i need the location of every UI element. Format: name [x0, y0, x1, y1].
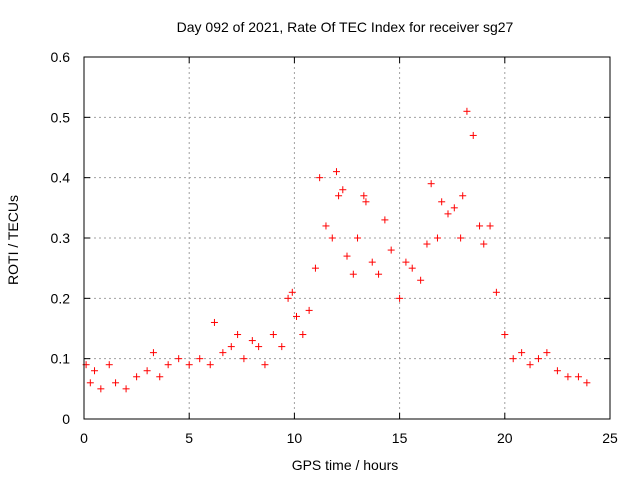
- x-tick-label: 20: [497, 430, 513, 446]
- y-tick-label: 0: [62, 411, 70, 427]
- data-point: [423, 240, 431, 248]
- data-point: [288, 288, 296, 296]
- data-point: [335, 192, 343, 200]
- data-point: [509, 355, 517, 363]
- data-point: [248, 337, 256, 345]
- data-point: [234, 331, 242, 339]
- data-point: [240, 355, 248, 363]
- chart-title: Day 092 of 2021, Rate Of TEC Index for r…: [177, 19, 514, 35]
- data-point: [255, 343, 263, 351]
- x-tick-label: 10: [287, 430, 303, 446]
- y-tick-label: 0.1: [51, 351, 71, 367]
- data-point: [293, 312, 301, 320]
- data-point: [444, 210, 452, 218]
- data-point: [427, 180, 435, 188]
- data-point: [396, 294, 404, 302]
- y-tick-label: 0.4: [51, 170, 71, 186]
- data-point: [543, 349, 551, 357]
- data-point: [278, 343, 286, 351]
- data-point: [463, 107, 471, 115]
- data-point: [122, 385, 130, 393]
- data-point: [133, 373, 141, 381]
- data-point: [362, 198, 370, 206]
- data-point: [438, 198, 446, 206]
- data-point: [86, 379, 94, 387]
- x-tick-label: 15: [392, 430, 408, 446]
- y-axis-label: ROTI / TECUs: [5, 195, 21, 285]
- x-axis-ticks: 0 5 10 15 20 25: [80, 57, 618, 446]
- data-point: [450, 204, 458, 212]
- data-point: [227, 343, 235, 351]
- data-point: [368, 258, 376, 266]
- data-point: [492, 288, 500, 296]
- x-axis-label: GPS time / hours: [292, 457, 399, 473]
- data-point: [206, 361, 214, 369]
- data-point: [185, 361, 193, 369]
- x-tick-label: 5: [185, 430, 193, 446]
- data-point: [105, 361, 113, 369]
- data-point: [387, 246, 395, 254]
- data-point: [459, 192, 467, 200]
- data-point: [305, 306, 313, 314]
- data-point: [402, 258, 410, 266]
- data-point: [156, 373, 164, 381]
- data-points: [82, 107, 591, 393]
- data-point: [316, 174, 324, 182]
- data-point: [518, 349, 526, 357]
- data-point: [343, 252, 351, 260]
- data-point: [480, 240, 488, 248]
- y-tick-label: 0.5: [51, 109, 71, 125]
- data-point: [322, 222, 330, 230]
- data-point: [175, 355, 183, 363]
- data-point: [564, 373, 572, 381]
- data-point: [526, 361, 534, 369]
- data-point: [486, 222, 494, 230]
- data-point: [501, 331, 509, 339]
- data-point: [476, 222, 484, 230]
- data-point: [381, 216, 389, 224]
- data-point: [311, 264, 319, 272]
- data-point: [196, 355, 204, 363]
- data-point: [349, 270, 357, 278]
- y-tick-label: 0.3: [51, 230, 71, 246]
- data-point: [91, 367, 99, 375]
- data-point: [354, 234, 362, 242]
- y-tick-label: 0.2: [51, 290, 71, 306]
- data-point: [97, 385, 105, 393]
- data-point: [469, 131, 477, 139]
- data-point: [149, 349, 157, 357]
- data-point: [219, 349, 227, 357]
- y-tick-label: 0.6: [51, 49, 71, 65]
- data-point: [375, 270, 383, 278]
- data-point: [457, 234, 465, 242]
- data-point: [328, 234, 336, 242]
- data-point: [269, 331, 277, 339]
- data-point: [534, 355, 542, 363]
- y-axis-ticks: 0 0.1 0.2 0.3 0.4 0.5 0.6: [51, 49, 610, 427]
- data-point: [574, 373, 582, 381]
- data-point: [583, 379, 591, 387]
- data-point: [299, 331, 307, 339]
- data-point: [143, 367, 151, 375]
- data-point: [417, 276, 425, 284]
- data-point: [210, 318, 218, 326]
- data-point: [112, 379, 120, 387]
- data-point: [553, 367, 561, 375]
- grid-lines: [84, 57, 610, 419]
- data-point: [261, 361, 269, 369]
- data-point: [360, 192, 368, 200]
- x-tick-label: 25: [602, 430, 618, 446]
- data-point: [339, 186, 347, 194]
- data-point: [433, 234, 441, 242]
- data-point: [164, 361, 172, 369]
- data-point: [332, 168, 340, 176]
- data-point: [284, 294, 292, 302]
- data-point: [408, 264, 416, 272]
- x-tick-label: 0: [80, 430, 88, 446]
